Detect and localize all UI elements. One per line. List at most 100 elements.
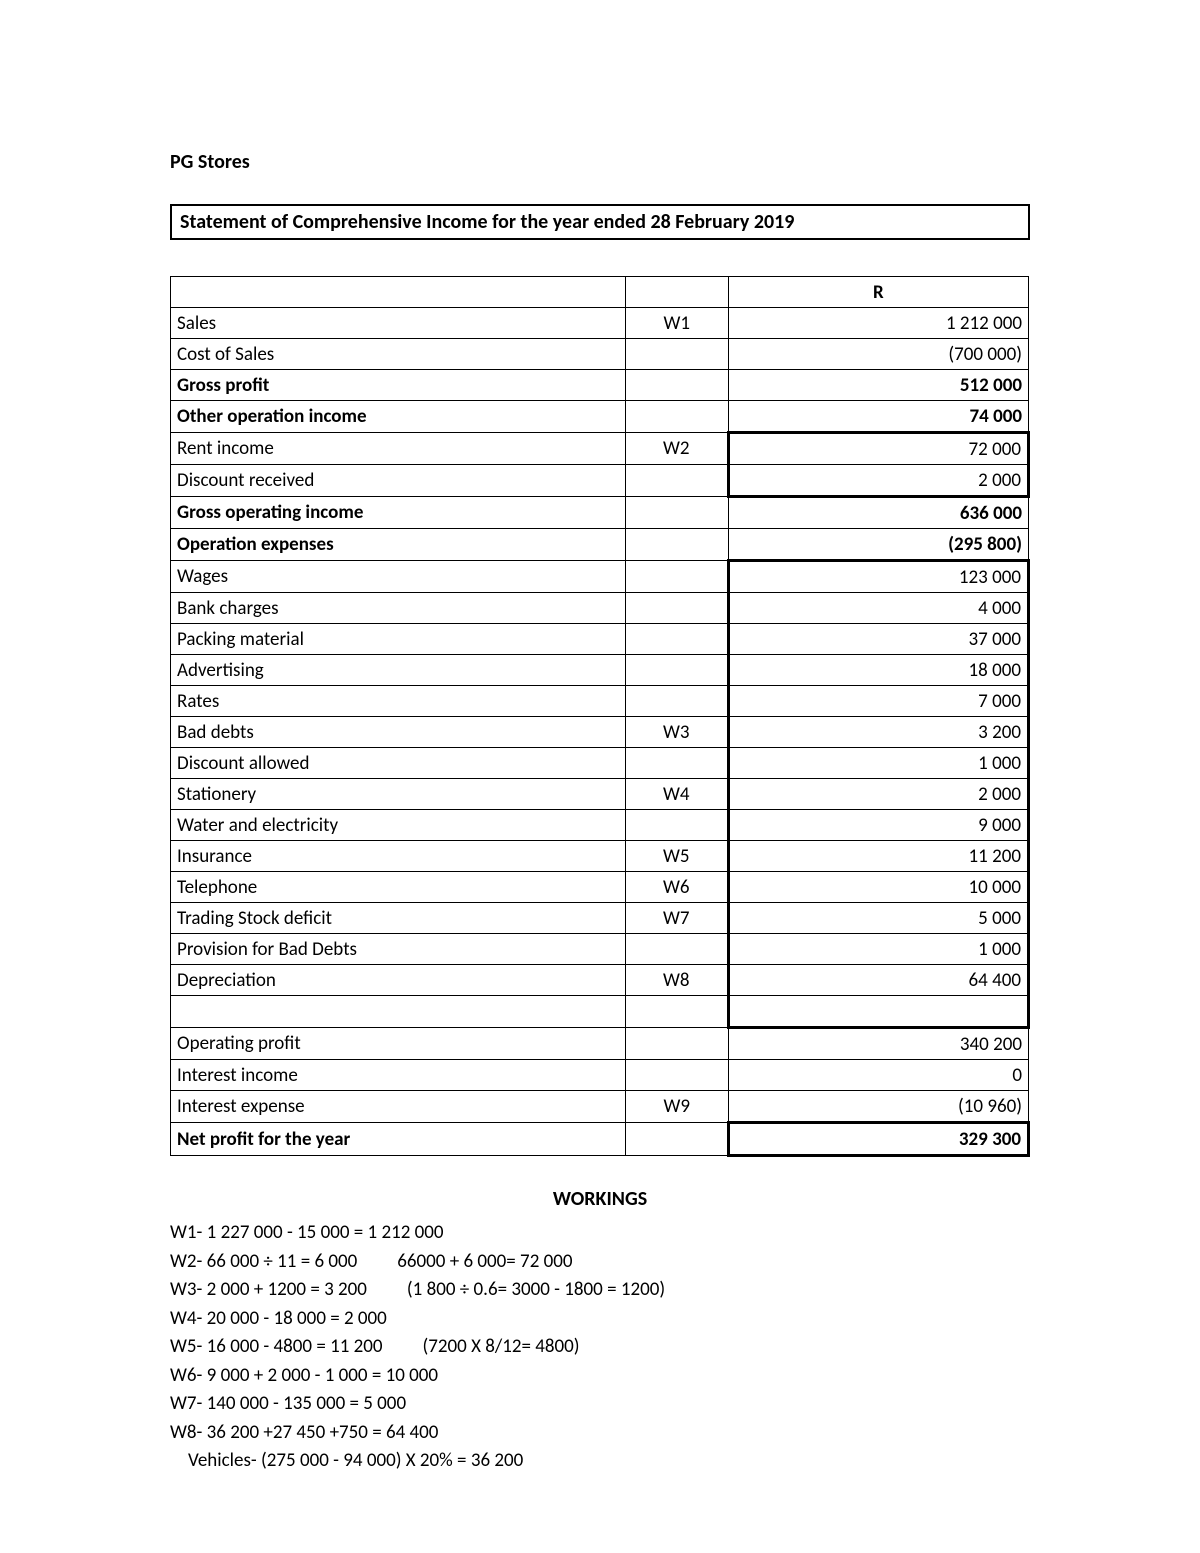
row-label: Sales — [171, 308, 626, 339]
row-label: Operating profit — [171, 1028, 626, 1060]
row-value: 3 200 — [728, 717, 1028, 748]
row-label: Packing material — [171, 624, 626, 655]
row-ref: W6 — [625, 872, 728, 903]
row-value — [728, 996, 1028, 1028]
row-ref: W2 — [625, 433, 728, 465]
row-label: Gross profit — [171, 370, 626, 401]
row-label: Discount received — [171, 465, 626, 497]
workings-main: W1- 1 227 000 - 15 000 = 1 212 000 — [170, 1221, 444, 1244]
table-row: Water and electricity 9 000 — [171, 810, 1029, 841]
workings-main: W2- 66 000 ÷ 11 = 6 000 — [170, 1250, 357, 1273]
row-ref — [625, 624, 728, 655]
row-label: Gross operating income — [171, 497, 626, 529]
row-value: (700 000) — [728, 339, 1028, 370]
table-row: Packing material 37 000 — [171, 624, 1029, 655]
row-value: 123 000 — [728, 561, 1028, 593]
row-value: 1 000 — [728, 748, 1028, 779]
row-value: 18 000 — [728, 655, 1028, 686]
row-label: Provision for Bad Debts — [171, 934, 626, 965]
row-ref: W1 — [625, 308, 728, 339]
row-label: Rates — [171, 686, 626, 717]
row-value: (10 960) — [728, 1091, 1028, 1123]
table-row: SalesW11 212 000 — [171, 308, 1029, 339]
workings-line: Vehicles- (275 000 - 94 000) X 20% = 36 … — [170, 1447, 1030, 1476]
workings-extra: 66000 + 6 000= 72 000 — [397, 1248, 572, 1277]
table-row: StationeryW42 000 — [171, 779, 1029, 810]
workings-line: W1- 1 227 000 - 15 000 = 1 212 000 — [170, 1219, 1030, 1248]
table-row: Operating profit 340 200 — [171, 1028, 1029, 1060]
row-value: 2 000 — [728, 779, 1028, 810]
row-ref — [625, 810, 728, 841]
row-label: Bad debts — [171, 717, 626, 748]
row-label: Trading Stock deficit — [171, 903, 626, 934]
row-label: Discount allowed — [171, 748, 626, 779]
row-ref — [625, 593, 728, 624]
header-currency: R — [728, 277, 1028, 308]
row-value: 2 000 — [728, 465, 1028, 497]
row-label: Advertising — [171, 655, 626, 686]
table-row: Interest income0 — [171, 1060, 1029, 1091]
row-ref — [625, 401, 728, 433]
row-ref: W7 — [625, 903, 728, 934]
row-label: Net profit for the year — [171, 1123, 626, 1156]
workings-main: W7- 140 000 - 135 000 = 5 000 — [170, 1392, 406, 1415]
row-ref — [625, 655, 728, 686]
row-ref — [625, 1123, 728, 1156]
row-ref — [625, 748, 728, 779]
statement-title: Statement of Comprehensive Income for th… — [170, 204, 1030, 240]
income-statement-table: R SalesW11 212 000Cost of Sales(700 000)… — [170, 276, 1030, 1157]
row-value: 1 212 000 — [728, 308, 1028, 339]
workings-main: W5- 16 000 - 4800 = 11 200 — [170, 1335, 383, 1358]
row-value: 11 200 — [728, 841, 1028, 872]
table-row: Cost of Sales (700 000) — [171, 339, 1029, 370]
workings-line: W3- 2 000 + 1200 = 3 200(1 800 ÷ 0.6= 30… — [170, 1276, 1030, 1305]
workings-main: Vehicles- (275 000 - 94 000) X 20% = 36 … — [188, 1449, 523, 1472]
row-label: Stationery — [171, 779, 626, 810]
table-row: Net profit for the year 329 300 — [171, 1123, 1029, 1156]
row-ref — [625, 1028, 728, 1060]
row-value: 329 300 — [728, 1123, 1028, 1156]
table-row: Discount received 2 000 — [171, 465, 1029, 497]
company-name: PG Stores — [170, 150, 1030, 174]
row-label: Operation expenses — [171, 529, 626, 561]
workings-main: W6- 9 000 + 2 000 - 1 000 = 10 000 — [170, 1364, 438, 1387]
row-value: 5 000 — [728, 903, 1028, 934]
row-label: Wages — [171, 561, 626, 593]
row-value: 1 000 — [728, 934, 1028, 965]
row-ref — [625, 497, 728, 529]
row-value: 37 000 — [728, 624, 1028, 655]
row-ref — [625, 1060, 728, 1091]
table-row: Interest expenseW9(10 960) — [171, 1091, 1029, 1123]
row-ref — [625, 370, 728, 401]
workings-line: W8- 36 200 +27 450 +750 = 64 400 — [170, 1419, 1030, 1448]
row-ref — [625, 529, 728, 561]
table-row: Trading Stock deficitW75 000 — [171, 903, 1029, 934]
table-row: InsuranceW511 200 — [171, 841, 1029, 872]
row-label: Water and electricity — [171, 810, 626, 841]
table-row: Wages 123 000 — [171, 561, 1029, 593]
row-label: Cost of Sales — [171, 339, 626, 370]
row-value: 340 200 — [728, 1028, 1028, 1060]
workings-line: W4- 20 000 - 18 000 = 2 000 — [170, 1305, 1030, 1334]
row-label: Interest income — [171, 1060, 626, 1091]
row-value: 64 400 — [728, 965, 1028, 996]
row-ref: W8 — [625, 965, 728, 996]
row-label: Interest expense — [171, 1091, 626, 1123]
workings-line: W5- 16 000 - 4800 = 11 200(7200 X 8/12= … — [170, 1333, 1030, 1362]
table-header-row: R — [171, 277, 1029, 308]
row-ref: W4 — [625, 779, 728, 810]
row-value: 512 000 — [728, 370, 1028, 401]
row-ref — [625, 339, 728, 370]
workings-container: W1- 1 227 000 - 15 000 = 1 212 000 W2- 66… — [170, 1219, 1030, 1476]
table-row: DepreciationW864 400 — [171, 965, 1029, 996]
row-ref — [625, 934, 728, 965]
row-label: Depreciation — [171, 965, 626, 996]
workings-line: W6- 9 000 + 2 000 - 1 000 = 10 000 — [170, 1362, 1030, 1391]
workings-title: WORKINGS — [170, 1187, 1030, 1211]
row-label: Other operation income — [171, 401, 626, 433]
table-row: Bad debtsW33 200 — [171, 717, 1029, 748]
row-ref — [625, 561, 728, 593]
table-row: Provision for Bad Debts 1 000 — [171, 934, 1029, 965]
workings-main: W8- 36 200 +27 450 +750 = 64 400 — [170, 1421, 438, 1444]
row-value: 9 000 — [728, 810, 1028, 841]
